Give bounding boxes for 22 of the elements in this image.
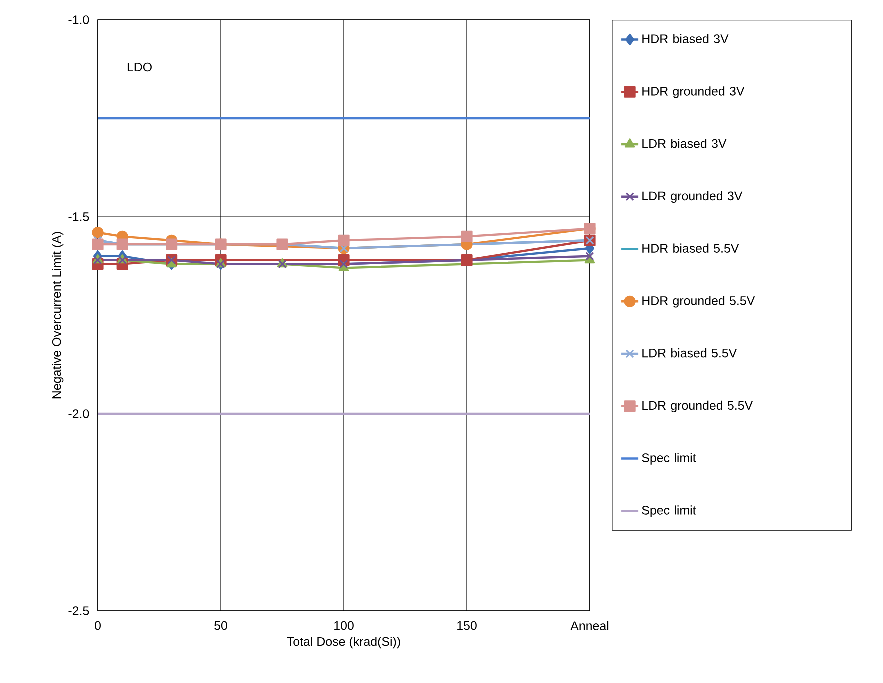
y-axis-title: Negative Overcurrent Limit (A) <box>52 232 64 399</box>
x-tick-label: 100 <box>334 621 354 630</box>
y-tick-label: -2.0 <box>68 410 90 418</box>
legend-label: Spec limit <box>642 506 696 518</box>
annotation: LDO <box>128 62 152 72</box>
legend-label: LDR grounded 5.5V <box>642 400 754 413</box>
x-tick-label: 150 <box>458 621 477 630</box>
legend-label: HDR biased 5.5V <box>642 244 740 253</box>
y-tick-label: -2.5 <box>68 606 90 616</box>
legend-label: HDR biased 3V <box>642 34 729 44</box>
legend-label: LDR grounded 3V <box>642 191 743 204</box>
y-tick-label: -1.5 <box>68 212 90 222</box>
x-tick-label: 50 <box>214 621 228 630</box>
legend-label: LDR biased 5.5V <box>642 348 738 358</box>
x-axis-title: Total Dose (krad(Si)) <box>287 636 400 649</box>
legend-label: LDR biased 3V <box>642 139 727 148</box>
y-tick-label: -1.0 <box>68 16 90 24</box>
x-tick-label: 0 <box>95 621 101 630</box>
legend-label: HDR grounded 5.5V <box>642 296 756 308</box>
x-tick-label: Anneal <box>570 621 609 630</box>
legend-label: Spec limit <box>642 453 696 465</box>
legend-label: HDR grounded 3V <box>642 86 745 98</box>
